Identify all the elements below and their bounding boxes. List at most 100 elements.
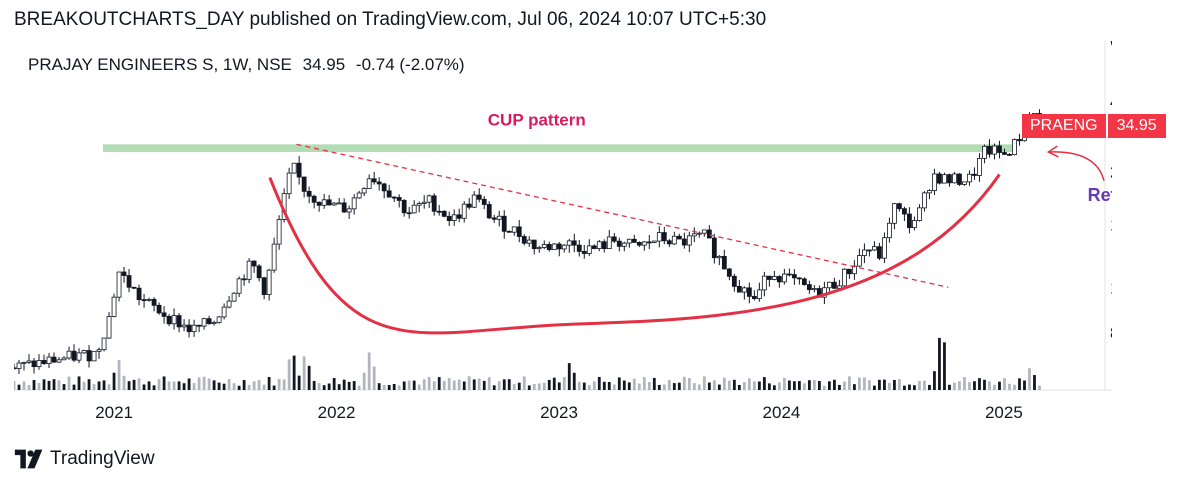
legend-last-price: 34.95: [302, 55, 346, 74]
volume-bar: [938, 337, 941, 390]
chart-frame[interactable]: 60.00 40.00 25.00 17.50 11.50 8.50 2021 2022 202…: [14, 41, 1112, 432]
candle-body: [51, 356, 57, 363]
volume-bar: [47, 380, 51, 390]
candle-body: [226, 300, 232, 308]
volume-bar: [82, 381, 86, 390]
volume-bar: [622, 380, 626, 390]
candle-body: [746, 287, 752, 297]
candle-body: [626, 238, 632, 244]
volume-bar: [407, 380, 411, 390]
candle-body: [31, 360, 37, 368]
candle-body: [887, 222, 892, 239]
badge-price: 34.95: [1107, 114, 1166, 138]
candle-body: [691, 233, 697, 237]
volume-bar: [802, 383, 806, 390]
candle-body: [36, 360, 42, 368]
volume-bar: [1003, 378, 1006, 390]
candle-body: [206, 318, 212, 325]
candle-body: [191, 324, 197, 333]
candle-body: [356, 192, 362, 199]
candle-body: [161, 312, 167, 317]
candle-body: [621, 242, 627, 247]
candle-body: [361, 188, 367, 194]
candle-body: [987, 145, 992, 155]
candle-body: [346, 208, 352, 213]
candle-body: [761, 275, 767, 291]
candle-body: [831, 281, 837, 289]
volume-bar: [437, 377, 441, 390]
retest-arrow-head: [1046, 145, 1059, 158]
price-chart[interactable]: 60.00 40.00 25.00 17.50 11.50 8.50 2021 2022 202…: [14, 41, 1112, 432]
volume-bar: [467, 376, 471, 390]
volume-bar: [893, 379, 896, 390]
volume-bar: [197, 377, 201, 390]
volume-bar: [572, 372, 576, 390]
volume-bar: [807, 380, 811, 390]
candle-body: [776, 276, 782, 283]
candle-body: [461, 203, 467, 219]
candle-body: [751, 295, 757, 299]
candle-body: [937, 173, 942, 184]
candle-body: [1007, 154, 1012, 156]
candle-body: [421, 201, 427, 204]
volume-bar: [242, 380, 246, 390]
candle-body: [731, 275, 737, 287]
candle-body: [781, 273, 787, 283]
candle-body: [336, 202, 342, 205]
volume-bar: [397, 385, 401, 390]
volume-bar: [422, 379, 426, 390]
volume-bar: [287, 359, 291, 390]
candle-body: [646, 241, 652, 244]
candle-body: [386, 190, 392, 198]
volume-bar: [477, 378, 481, 390]
candle-body: [596, 241, 602, 249]
candle-body: [771, 276, 777, 280]
volume-bar: [142, 384, 146, 390]
volume-bar: [918, 380, 921, 390]
candle-body: [166, 315, 172, 325]
volume-bar: [127, 381, 131, 390]
volume-bar: [97, 381, 101, 390]
volume-bar: [752, 381, 756, 390]
candle-body: [366, 178, 372, 189]
candle-body: [306, 190, 312, 197]
candle-body: [331, 202, 337, 206]
candle-body: [211, 322, 217, 325]
candle-body: [76, 352, 82, 361]
candle-body: [151, 298, 157, 306]
candle-body: [902, 208, 907, 215]
candle-body: [716, 256, 722, 259]
legend-symbol: PRAJAY ENGINEERS S, 1W, NSE: [28, 55, 292, 74]
candle-body: [636, 242, 642, 246]
candle-body: [811, 288, 817, 291]
volume-bar: [177, 381, 181, 390]
volume-bar: [517, 382, 521, 390]
volume-bar: [647, 382, 651, 390]
candle-body: [841, 268, 847, 287]
volume-bar: [577, 381, 581, 390]
volume-bar: [247, 384, 251, 390]
volume-bar: [682, 376, 686, 390]
cup-arc: [268, 173, 1001, 335]
volume-bar: [953, 382, 956, 390]
candle-body: [631, 238, 637, 243]
candle-body: [791, 274, 797, 279]
volume-bar: [928, 384, 931, 390]
volume-bar: [282, 379, 286, 390]
tradingview-brand[interactable]: TradingView: [14, 448, 155, 470]
volume-bar: [137, 378, 141, 390]
volume-bar: [167, 381, 171, 390]
support-zone: [102, 144, 1016, 152]
volume-bar: [873, 385, 876, 390]
candle-body: [1012, 139, 1017, 156]
volume-bar: [317, 383, 321, 390]
candle-body: [711, 237, 717, 259]
candle-body: [401, 200, 407, 214]
candle-body: [696, 232, 702, 235]
candle-body: [972, 173, 977, 176]
candle-body: [376, 181, 382, 185]
candle-body: [862, 249, 867, 256]
volume-bar: [542, 382, 546, 390]
candle-body: [907, 213, 912, 229]
volume-bar: [1033, 375, 1036, 390]
